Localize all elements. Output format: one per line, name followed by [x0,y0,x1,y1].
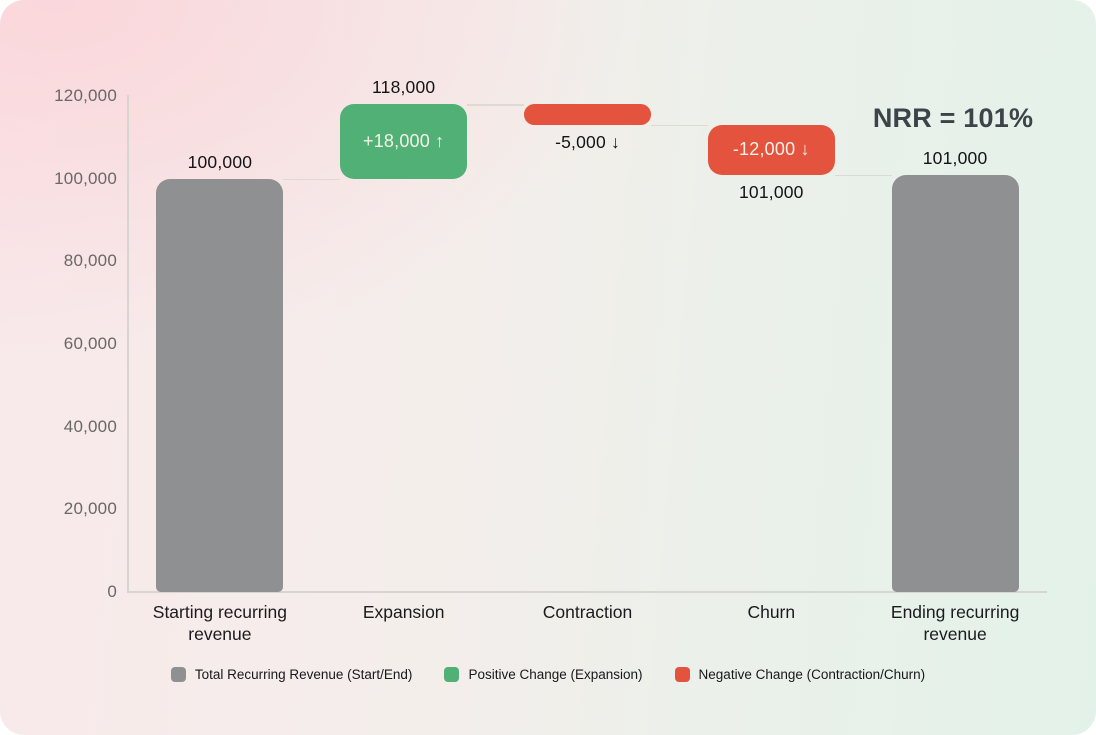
x-axis-category-label: Contraction [542,602,633,622]
legend-item: Positive Change (Expansion) [444,667,643,682]
bar-positive-2: +18,000 ↑ [340,104,468,179]
bar-value-label: 101,000 [922,147,988,168]
y-tick-label: 80,000 [63,251,117,271]
legend-item: Total Recurring Revenue (Start/End) [170,667,413,682]
connector-line [283,178,341,181]
connector-line [651,124,708,127]
y-tick-label: 60,000 [63,334,117,353]
x-axis-category-label: Expansion [362,602,445,622]
bar-total-5 [891,174,1019,592]
legend: Total Recurring Revenue (Start/End) Posit… [0,667,1096,682]
legend-label: Positive Change (Expansion) [468,667,643,682]
y-tick-label: 100,000 [54,168,117,188]
bar-inner-value-label: -12,000 ↓ [732,139,810,160]
x-axis-category-label: Ending recurring revenue [890,602,1020,644]
legend-swatch-icon [170,667,186,682]
legend-label: Negative Change (Contraction/Churn) [698,667,926,682]
bar-negative-4: -12,000 ↓ [707,124,835,175]
x-axis-line [127,591,1047,593]
y-tick-label: 120,000 [54,86,117,105]
bar-value-label: 100,000 [187,151,253,172]
bar-total-1 [156,178,284,592]
bar-value-label: 118,000 [372,77,436,98]
legend-swatch-icon [444,667,460,682]
y-tick-label: 40,000 [63,416,117,436]
bar-value-label: -5,000 ↓ [555,131,620,152]
y-tick-label: 0 [107,582,117,601]
y-tick-label: 20,000 [63,499,117,519]
x-axis-category-label: Churn [747,602,796,622]
bar-negative-3 [524,104,651,125]
connector-line [467,104,524,106]
legend-label: Total Recurring Revenue (Start/End) [194,667,413,682]
legend-swatch-icon [674,667,690,682]
bar-value-label: 101,000 [738,181,804,202]
nrr-annotation: NRR = 101% [872,103,1034,133]
connector-line [834,174,892,177]
y-axis-line [127,95,129,592]
plot-area: 100,000 +18,000 ↑ 118,000 -5,000 ↓ -12,000 ↓… [128,77,1047,592]
legend-item: Negative Change (Contraction/Churn) [674,667,926,682]
bar-inner-value-label: +18,000 ↑ [363,130,445,151]
y-axis-ticks: 0 20,000 40,000 60,000 80,000 100,000 120,000 [0,86,117,601]
x-axis-category-label: Starting recurring revenue [152,602,287,644]
